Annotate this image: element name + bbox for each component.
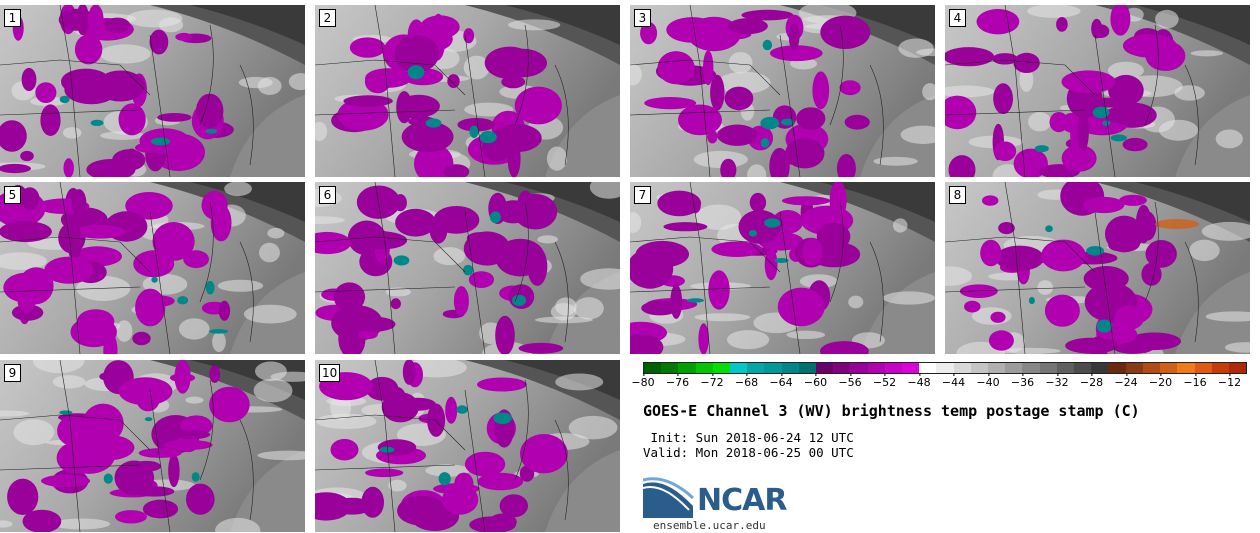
- colorbar-swatch: [695, 363, 713, 373]
- colorbar: [643, 362, 1247, 374]
- ncar-logo-icon: [643, 477, 695, 518]
- colorbar-tick-label: −28: [1079, 373, 1104, 389]
- satellite-image: [945, 5, 1250, 177]
- colorbar-swatch: [1228, 363, 1247, 373]
- colorbar-tick-label: −72: [700, 373, 724, 389]
- valid-time: Valid: Mon 2018-06-25 00 UTC: [643, 445, 854, 460]
- satellite-image: [315, 182, 620, 354]
- site-url: ensemble.ucar.edu: [653, 519, 766, 532]
- colorbar-swatch: [1005, 363, 1023, 373]
- colorbar-swatch: [764, 363, 782, 373]
- satellite-image: [315, 360, 620, 532]
- satellite-image: [630, 182, 935, 354]
- colorbar-tick-label: −44: [941, 373, 966, 389]
- colorbar-swatch: [1091, 363, 1109, 373]
- panel-number: 4: [949, 9, 966, 27]
- colorbar-swatch: [884, 363, 903, 373]
- colorbar-swatch: [867, 363, 885, 373]
- panel-number: 10: [319, 364, 341, 382]
- colorbar-swatch: [661, 363, 679, 373]
- figure-title: GOES-E Channel 3 (WV) brightness temp po…: [643, 402, 1140, 420]
- panel-number: 5: [4, 186, 21, 204]
- colorbar-tick-label: −24: [1114, 373, 1138, 389]
- colorbar-tick-label: −16: [1183, 373, 1207, 389]
- colorbar-swatch: [1108, 363, 1126, 373]
- colorbar-swatch: [1177, 363, 1195, 373]
- satellite-image: [315, 5, 620, 177]
- colorbar-swatch: [919, 363, 937, 373]
- stamp-panel-6: 6: [315, 182, 620, 354]
- stamp-panel-9: 9: [0, 360, 305, 532]
- satellite-image: [0, 5, 305, 177]
- colorbar-tick-label: −36: [1010, 373, 1035, 389]
- colorbar-swatch: [798, 363, 817, 373]
- colorbar-tick-label: −80: [631, 373, 655, 389]
- colorbar-swatch: [936, 363, 954, 373]
- colorbar-swatch: [1160, 363, 1178, 373]
- colorbar-tick-label: −76: [665, 373, 690, 389]
- colorbar-tick-label: −48: [907, 373, 931, 389]
- colorbar-swatch: [953, 363, 971, 373]
- colorbar-swatch: [678, 363, 696, 373]
- colorbar-swatch: [902, 363, 920, 373]
- colorbar-swatch: [970, 363, 989, 373]
- colorbar-swatch: [1211, 363, 1229, 373]
- colorbar-swatch: [1022, 363, 1040, 373]
- panel-number: 6: [319, 186, 336, 204]
- colorbar-swatch: [850, 363, 868, 373]
- colorbar-swatch: [712, 363, 731, 373]
- colorbar-tick-label: −52: [872, 373, 897, 389]
- colorbar-tick-label: −60: [803, 373, 828, 389]
- panel-number: 2: [319, 9, 336, 27]
- satellite-image: [945, 182, 1250, 354]
- init-time: Init: Sun 2018-06-24 12 UTC: [643, 430, 854, 445]
- colorbar-swatch: [1056, 363, 1075, 373]
- panel-number: 1: [4, 9, 21, 27]
- colorbar-swatch: [1142, 363, 1161, 373]
- colorbar-swatch: [730, 363, 748, 373]
- colorbar-swatch: [816, 363, 834, 373]
- panel-number: 9: [4, 364, 21, 382]
- colorbar-tick-label: −12: [1217, 373, 1242, 389]
- stamp-panel-8: 8: [945, 182, 1250, 354]
- colorbar-swatch: [644, 363, 662, 373]
- logo-wordmark: NCAR: [697, 483, 787, 518]
- colorbar-tick-label: −68: [734, 373, 759, 389]
- colorbar-tick-label: −64: [769, 373, 793, 389]
- colorbar-swatch: [1039, 363, 1057, 373]
- stamp-panel-10: 10: [315, 360, 620, 532]
- panel-number: 8: [949, 186, 966, 204]
- colorbar-swatch: [747, 363, 765, 373]
- colorbar-swatch: [833, 363, 851, 373]
- stamp-panel-5: 5: [0, 182, 305, 354]
- panel-number: 7: [634, 186, 651, 204]
- stamp-panel-3: 3: [630, 5, 935, 177]
- colorbar-swatch: [781, 363, 799, 373]
- colorbar-tick-label: −20: [1148, 373, 1173, 389]
- colorbar-tick-label: −32: [1045, 373, 1069, 389]
- colorbar-swatch: [1125, 363, 1143, 373]
- colorbar-tick-label: −40: [976, 373, 1000, 389]
- panel-number: 3: [634, 9, 651, 27]
- colorbar-tick-label: −56: [838, 373, 862, 389]
- stamp-panel-1: 1: [0, 5, 305, 177]
- satellite-image: [0, 360, 305, 532]
- satellite-image: [630, 5, 935, 177]
- satellite-image: [0, 182, 305, 354]
- stamp-panel-2: 2: [315, 5, 620, 177]
- colorbar-swatch: [1194, 363, 1212, 373]
- stamp-panel-4: 4: [945, 5, 1250, 177]
- colorbar-swatch: [988, 363, 1006, 373]
- colorbar-ticks: −80 −76 −72 −68 −64 −60 −56 −52 −48 −44 −40 −36 −32−…: [631, 373, 1247, 398]
- stamp-panel-7: 7: [630, 182, 935, 354]
- colorbar-swatch: [1074, 363, 1092, 373]
